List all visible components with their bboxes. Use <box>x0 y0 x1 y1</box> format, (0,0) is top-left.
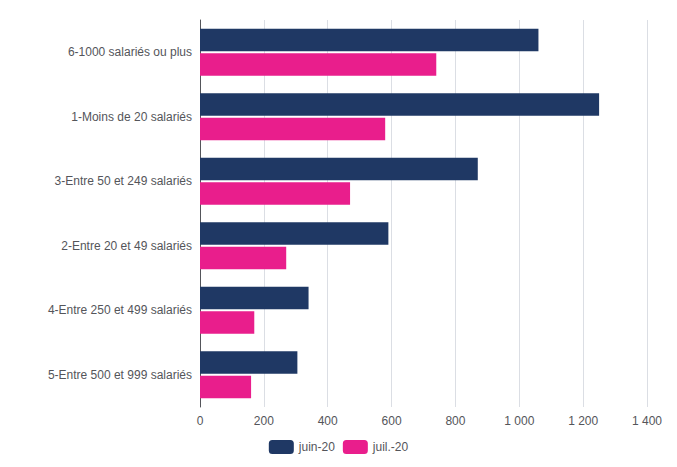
svg-text:200: 200 <box>254 414 274 428</box>
svg-text:3-Entre 50 et 249 salariés: 3-Entre 50 et 249 salariés <box>55 174 192 188</box>
svg-text:600: 600 <box>382 414 402 428</box>
svg-text:800: 800 <box>445 414 465 428</box>
svg-text:6-1000 salariés ou plus: 6-1000 salariés ou plus <box>68 45 192 59</box>
svg-text:5-Entre 500 et 999 salariés: 5-Entre 500 et 999 salariés <box>48 368 192 382</box>
svg-text:400: 400 <box>318 414 338 428</box>
svg-text:0: 0 <box>197 414 204 428</box>
svg-text:1 200: 1 200 <box>568 414 598 428</box>
svg-text:juil.-20: juil.-20 <box>372 440 409 454</box>
svg-text:1 400: 1 400 <box>632 414 662 428</box>
svg-text:2-Entre 20 et 49 salariés: 2-Entre 20 et 49 salariés <box>61 239 192 253</box>
svg-text:juin-20: juin-20 <box>298 440 335 454</box>
svg-text:1 000: 1 000 <box>504 414 534 428</box>
svg-text:4-Entre 250 et 499 salariés: 4-Entre 250 et 499 salariés <box>48 303 192 317</box>
svg-text:1-Moins de 20 salariés: 1-Moins de 20 salariés <box>71 110 192 124</box>
